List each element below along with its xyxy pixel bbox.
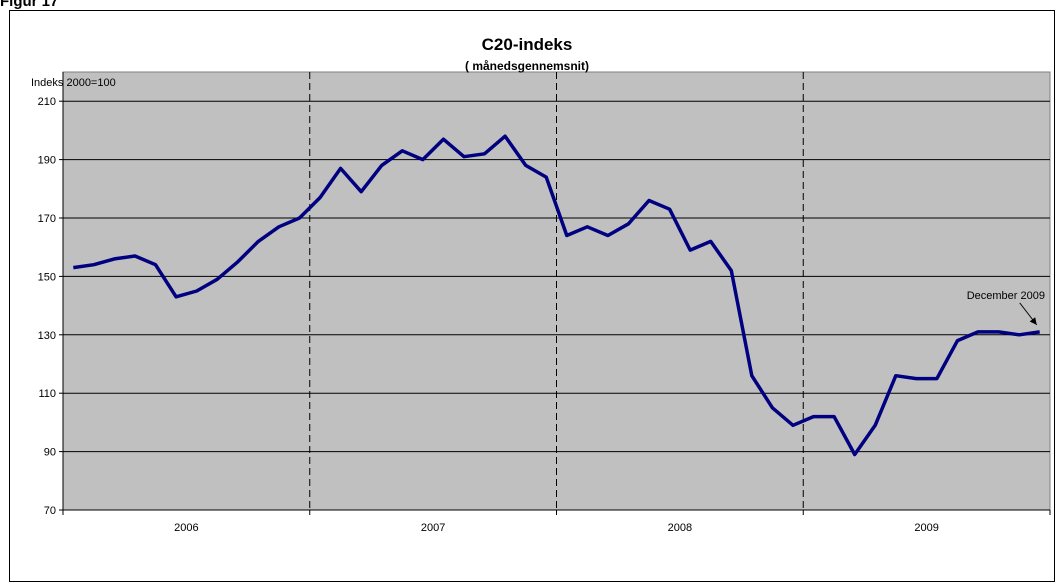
chart-title: C20-indeks	[482, 35, 573, 54]
y-tick-label-170: 170	[38, 213, 56, 225]
y-tick-labels: 70 90 110 130 150 170 190 210	[38, 96, 56, 517]
plot-area	[62, 71, 1051, 511]
annotation-label: December 2009	[967, 290, 1045, 302]
figure-label: Figur 17	[0, 0, 59, 10]
axes	[59, 72, 1051, 515]
x-tick-labels: 2006 2007 2008 2009	[174, 522, 939, 534]
y-tick-label-210: 210	[38, 96, 56, 108]
year-separators	[309, 72, 804, 510]
annotation-arrowhead	[1029, 317, 1037, 325]
y-axis-label: Indeks 2000=100	[31, 77, 116, 89]
x-tick-label-2009: 2009	[914, 522, 938, 534]
chart-frame	[9, 10, 1055, 582]
x-tick-label-2007: 2007	[421, 522, 445, 534]
x-tick-label-2006: 2006	[174, 522, 198, 534]
y-tick-label-150: 150	[38, 271, 56, 283]
y-tick-label-90: 90	[44, 447, 56, 459]
y-tick-label-130: 130	[38, 330, 56, 342]
series-line-c20	[73, 134, 1040, 457]
y-tick-label-70: 70	[44, 505, 56, 517]
y-tick-label-110: 110	[38, 388, 56, 400]
chart-subtitle: ( månedsgennemsnit)	[465, 59, 589, 73]
y-tick-label-190: 190	[38, 155, 56, 167]
x-tick-label-2008: 2008	[668, 522, 692, 534]
